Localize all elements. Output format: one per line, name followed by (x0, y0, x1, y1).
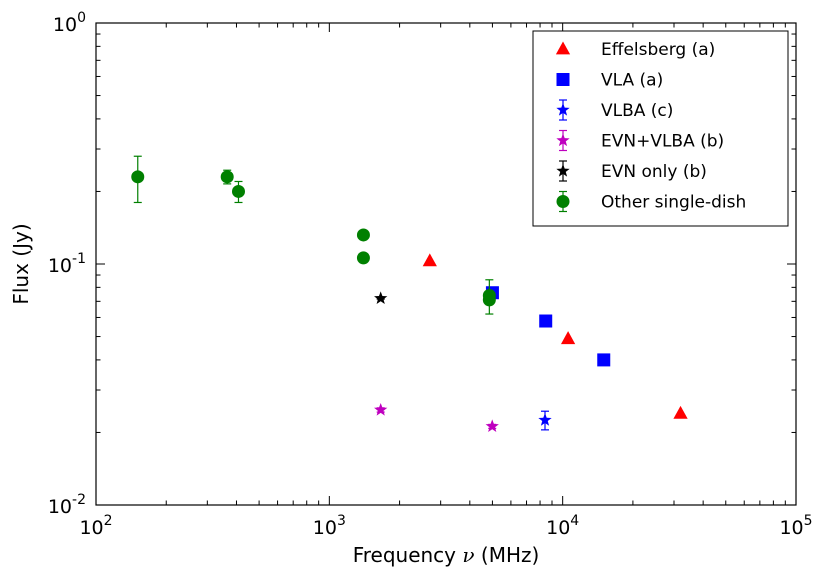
series-2 (538, 410, 552, 431)
legend-entry: EVN only (b) (556, 160, 707, 182)
legend: Effelsberg (a) VLA (a) VLBA (c) EVN+VLBA (b… (532, 30, 789, 227)
legend-label: Other single-dish (601, 193, 746, 213)
data-point (597, 353, 611, 367)
data-point (356, 228, 370, 242)
data-point (356, 251, 370, 265)
series-4 (374, 291, 388, 305)
legend-entry: VLBA (c) (556, 99, 673, 121)
data-point (673, 405, 688, 419)
legend-label: VLBA (c) (601, 101, 673, 121)
legend-label: Effelsberg (a) (601, 40, 715, 60)
data-point (482, 293, 496, 307)
plot-area (131, 155, 688, 433)
data-point (485, 419, 499, 433)
x-tick-label: 103 (313, 513, 346, 539)
y-tick-label: 10-2 (48, 492, 86, 518)
data-point (422, 253, 437, 267)
x-tick-label: 102 (79, 513, 112, 539)
legend-label: EVN only (b) (601, 162, 707, 182)
data-point (560, 331, 576, 345)
y-tick-label: 10-1 (48, 251, 86, 277)
legend-label: VLA (a) (601, 71, 663, 91)
series-3 (374, 402, 499, 433)
data-point (220, 170, 234, 184)
data-point (231, 184, 245, 198)
legend-label: EVN+VLBA (b) (601, 132, 724, 152)
series-5 (131, 155, 496, 315)
y-tick-label: 100 (53, 10, 86, 36)
legend-marker (555, 41, 571, 55)
data-point (374, 402, 388, 416)
data-point (131, 170, 145, 184)
legend-box (532, 30, 789, 227)
legend-entry: Other single-dish (556, 190, 746, 213)
data-point (539, 314, 553, 328)
legend-entry: EVN+VLBA (b) (556, 129, 724, 152)
legend-entry: Effelsberg (a) (555, 40, 715, 60)
legend-marker (556, 195, 570, 208)
legend-marker (556, 164, 570, 177)
series-0 (422, 253, 688, 419)
series-1 (485, 286, 611, 367)
legend-marker (556, 103, 570, 116)
x-tick-label: 104 (546, 513, 579, 539)
x-axis-label: Frequency ν (MHz) (353, 543, 540, 567)
legend-marker (556, 133, 570, 147)
data-point (374, 291, 388, 305)
tick-labels: 102 103 104 105 10-2 10-1 100 (48, 10, 813, 539)
y-axis-label: Flux (Jy) (9, 223, 33, 304)
legend-entry: VLA (a) (556, 71, 663, 91)
x-tick-label: 105 (779, 513, 812, 539)
legend-marker (556, 73, 570, 86)
axis-ticks (95, 22, 797, 506)
data-point (538, 413, 552, 426)
